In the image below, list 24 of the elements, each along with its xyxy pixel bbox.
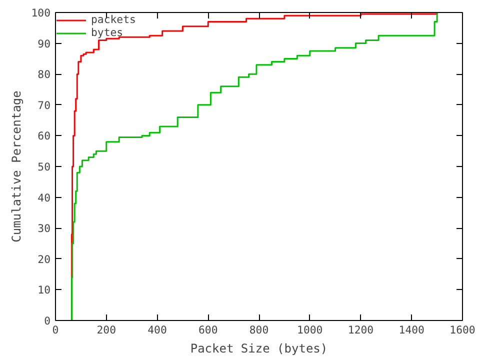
- x-tick-label: 200: [96, 324, 116, 336]
- y-tick-label: 30: [38, 222, 51, 236]
- x-axis-title: Packet Size (bytes): [190, 342, 328, 356]
- x-tick-label: 400: [148, 324, 167, 336]
- y-axis-title: Cumulative Percentage: [9, 90, 24, 242]
- x-tick-label: 1200: [348, 324, 374, 336]
- y-tick-label: 90: [38, 37, 51, 50]
- y-tick-label: 0: [44, 314, 51, 328]
- y-tick-label: 40: [38, 191, 51, 204]
- x-tick-label: 1400: [398, 324, 424, 336]
- y-tick-label: 20: [38, 252, 51, 266]
- legend-label: bytes: [91, 26, 124, 39]
- x-tick-label: 0: [52, 324, 59, 336]
- y-tick-label: 70: [38, 98, 51, 112]
- y-tick-label: 50: [38, 160, 51, 174]
- x-tick-label: 1600: [450, 324, 476, 336]
- x-tick-label: 600: [198, 324, 218, 336]
- y-tick-label: 60: [38, 130, 51, 143]
- x-tick-label: 1000: [297, 324, 323, 336]
- legend-label: packets: [91, 13, 136, 26]
- y-tick-label: 80: [38, 68, 51, 82]
- y-tick-label: 100: [31, 6, 51, 20]
- y-tick-label: 10: [38, 284, 51, 297]
- x-tick-label: 800: [249, 324, 269, 336]
